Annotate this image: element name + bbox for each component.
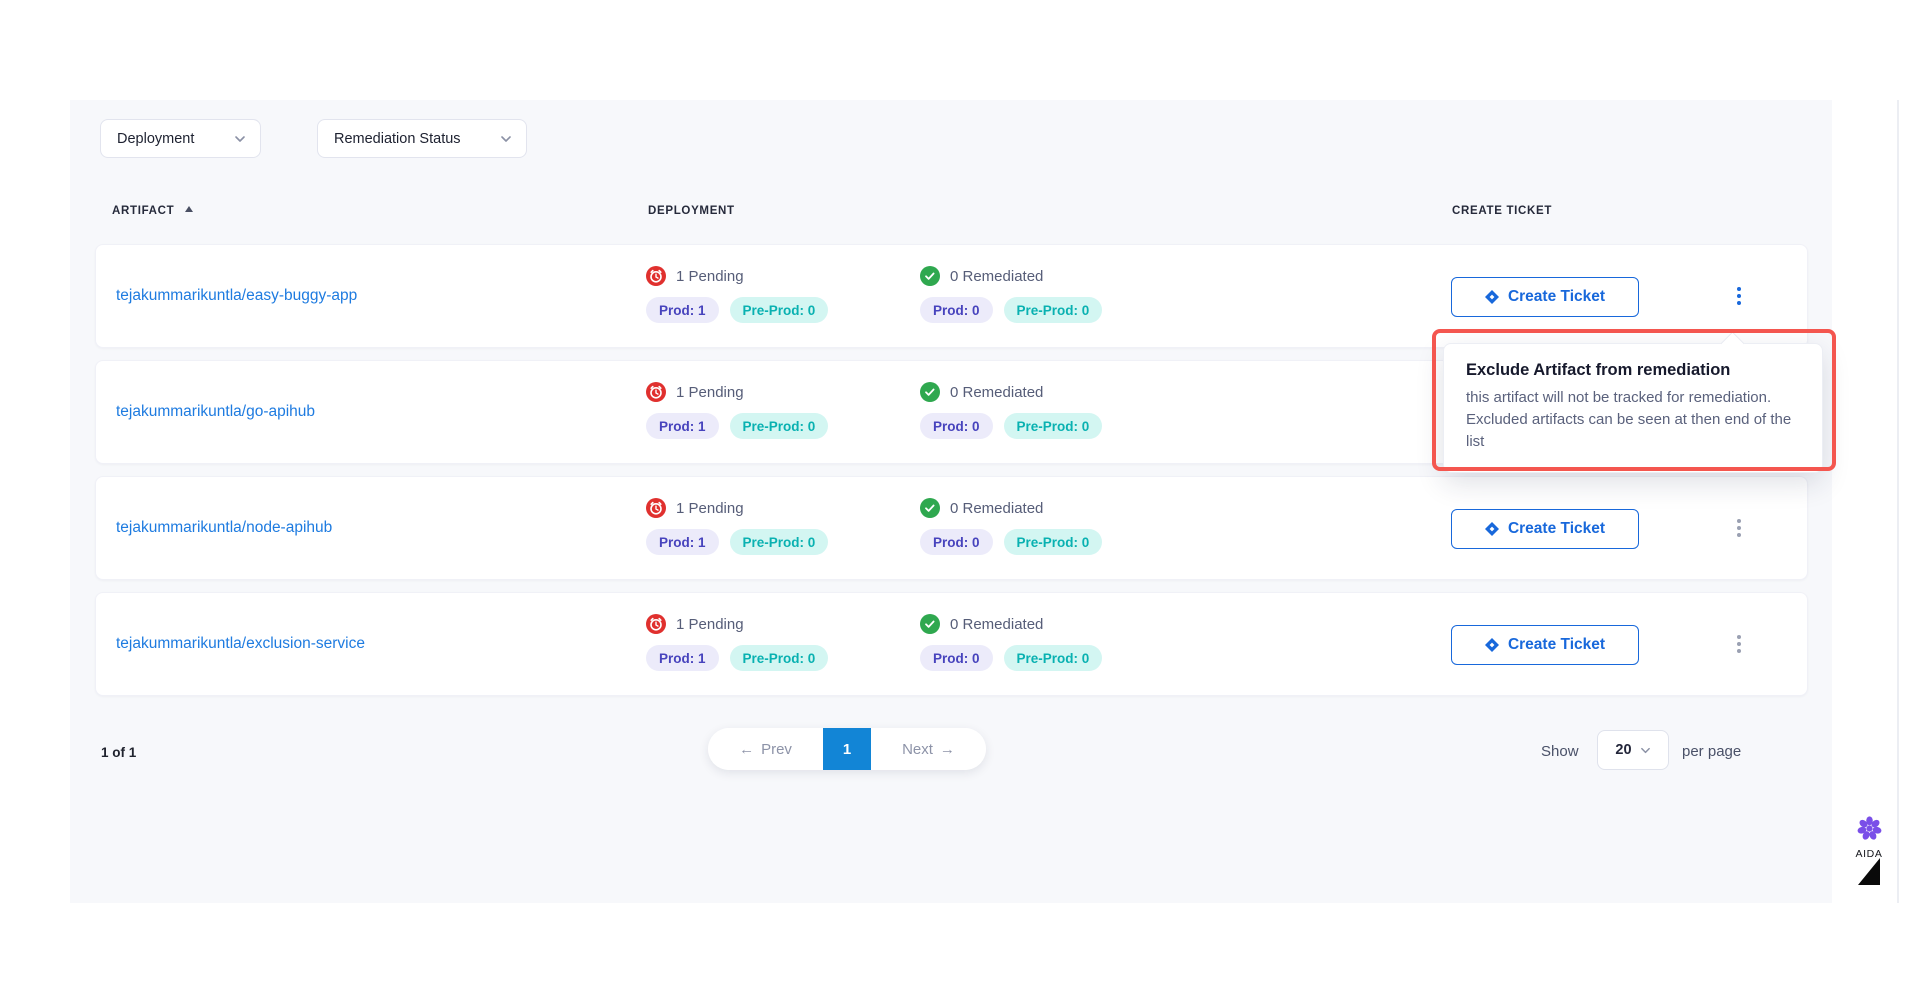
remediation-status-filter-dropdown[interactable]: Remediation Status [317,119,527,158]
artifact-link[interactable]: tejakummarikuntla/exclusion-service [116,635,365,652]
pending-status-group: 1 Pending Prod: 1 Pre-Prod: 0 [646,496,829,555]
artifact-link[interactable]: tejakummarikuntla/easy-buggy-app [116,287,358,304]
artifact-link[interactable]: tejakummarikuntla/go-apihub [116,403,316,420]
deployment-header-label: DEPLOYMENT [648,205,735,217]
create-ticket-label: Create Ticket [1507,520,1606,537]
prod-badge: Prod: 1 [646,529,719,555]
column-header-deployment: DEPLOYMENT [648,205,735,217]
pending-status-group: 1 Pending Prod: 1 Pre-Prod: 0 [646,264,829,323]
pager: ← Prev 1 Next → [708,728,986,770]
preprod-badge: Pre-Prod: 0 [729,297,829,323]
exclude-artifact-tooltip: Exclude Artifact from remediation this a… [1443,331,1823,473]
preprod-badge: Pre-Prod: 0 [1003,529,1103,555]
preprod-badge: Pre-Prod: 0 [729,529,829,555]
content-panel: Deployment Remediation Status ARTIFACT D… [70,100,1836,903]
column-header-create-ticket: CREATE TICKET [1452,205,1552,217]
create-ticket-button[interactable]: Create Ticket [1451,277,1639,317]
pending-status-group: 1 Pending Prod: 1 Pre-Prod: 0 [646,380,829,439]
next-button[interactable]: Next → [871,728,986,770]
prod-badge: Prod: 1 [646,645,719,671]
aida-flower-icon [1856,815,1883,842]
pending-clock-icon [646,382,666,402]
check-circle-icon [920,266,940,286]
preprod-badge: Pre-Prod: 0 [1003,297,1103,323]
jira-diamond-icon [1484,290,1499,304]
cursor-triangle [1858,858,1880,885]
page-number-button[interactable]: 1 [823,728,871,770]
remediated-status-group: 0 Remediated Prod: 0 Pre-Prod: 0 [920,496,1103,555]
create-ticket-label: Create Ticket [1507,636,1606,653]
arrow-left-icon: ← [739,740,755,758]
tooltip-title: Exclude Artifact from remediation [1466,361,1731,379]
create-ticket-header-label: CREATE TICKET [1452,205,1553,217]
remediated-status-group: 0 Remediated Prod: 0 Pre-Prod: 0 [920,380,1103,439]
check-circle-icon [920,382,940,402]
table-row: tejakummarikuntla/exclusion-service 1 Pe… [95,592,1808,696]
create-ticket-label: Create Ticket [1507,288,1606,305]
prod-badge: Prod: 0 [920,413,993,439]
prev-label: Prev [761,740,792,758]
pending-clock-icon [646,498,666,518]
kebab-menu-icon[interactable] [1728,515,1750,541]
pending-status-group: 1 Pending Prod: 1 Pre-Prod: 0 [646,612,829,671]
remediated-count: 0 Remediated [950,267,1044,285]
table-row: tejakummarikuntla/node-apihub 1 Pending … [95,476,1808,580]
arrow-right-icon: → [939,740,955,758]
scrollbar-track[interactable] [1897,100,1899,903]
create-ticket-button[interactable]: Create Ticket [1451,509,1639,549]
pending-count: 1 Pending [676,615,744,633]
prod-badge: Prod: 0 [920,645,993,671]
preprod-badge: Pre-Prod: 0 [1003,645,1103,671]
pending-count: 1 Pending [676,267,744,285]
jira-diamond-icon [1484,522,1499,536]
artifact-header-label: ARTIFACT [112,205,175,217]
page-count: 1 of 1 [101,745,137,760]
chevron-down-icon [500,133,512,145]
pending-count: 1 Pending [676,383,744,401]
deployment-filter-label: Deployment [117,130,195,147]
kebab-menu-icon[interactable] [1728,283,1750,309]
chevron-down-icon [234,133,246,145]
tooltip-body: this artifact will not be tracked for re… [1466,389,1792,451]
kebab-menu-icon[interactable] [1728,631,1750,657]
prod-badge: Prod: 1 [646,297,719,323]
preprod-badge: Pre-Prod: 0 [1003,413,1103,439]
show-label: Show [1541,743,1579,760]
remediation-status-filter-label: Remediation Status [334,130,461,147]
sort-asc-icon [184,204,194,216]
remediated-count: 0 Remediated [950,383,1044,401]
jira-diamond-icon [1484,638,1499,652]
preprod-badge: Pre-Prod: 0 [729,645,829,671]
artifact-link[interactable]: tejakummarikuntla/node-apihub [116,519,333,536]
page-size-value: 20 [1615,742,1632,758]
aida-label: AIDA [1855,848,1883,860]
aida-widget[interactable]: AIDA [1853,815,1885,860]
page-size-dropdown[interactable]: 20 [1597,730,1669,770]
check-circle-icon [920,498,940,518]
check-circle-icon [920,614,940,634]
preprod-badge: Pre-Prod: 0 [729,413,829,439]
prod-badge: Prod: 0 [920,529,993,555]
remediated-status-group: 0 Remediated Prod: 0 Pre-Prod: 0 [920,264,1103,323]
prod-badge: Prod: 1 [646,413,719,439]
table-row: tejakummarikuntla/easy-buggy-app 1 Pendi… [95,244,1808,348]
remediated-status-group: 0 Remediated Prod: 0 Pre-Prod: 0 [920,612,1103,671]
deployment-filter-dropdown[interactable]: Deployment [100,119,261,158]
create-ticket-button[interactable]: Create Ticket [1451,625,1639,665]
pending-clock-icon [646,614,666,634]
chevron-down-icon [1640,745,1651,756]
next-label: Next [902,740,933,758]
column-header-artifact[interactable]: ARTIFACT [112,205,194,217]
remediated-count: 0 Remediated [950,499,1044,517]
prod-badge: Prod: 0 [920,297,993,323]
pending-clock-icon [646,266,666,286]
pending-count: 1 Pending [676,499,744,517]
remediated-count: 0 Remediated [950,615,1044,633]
per-page-label: per page [1682,743,1742,760]
prev-button[interactable]: ← Prev [708,728,823,770]
